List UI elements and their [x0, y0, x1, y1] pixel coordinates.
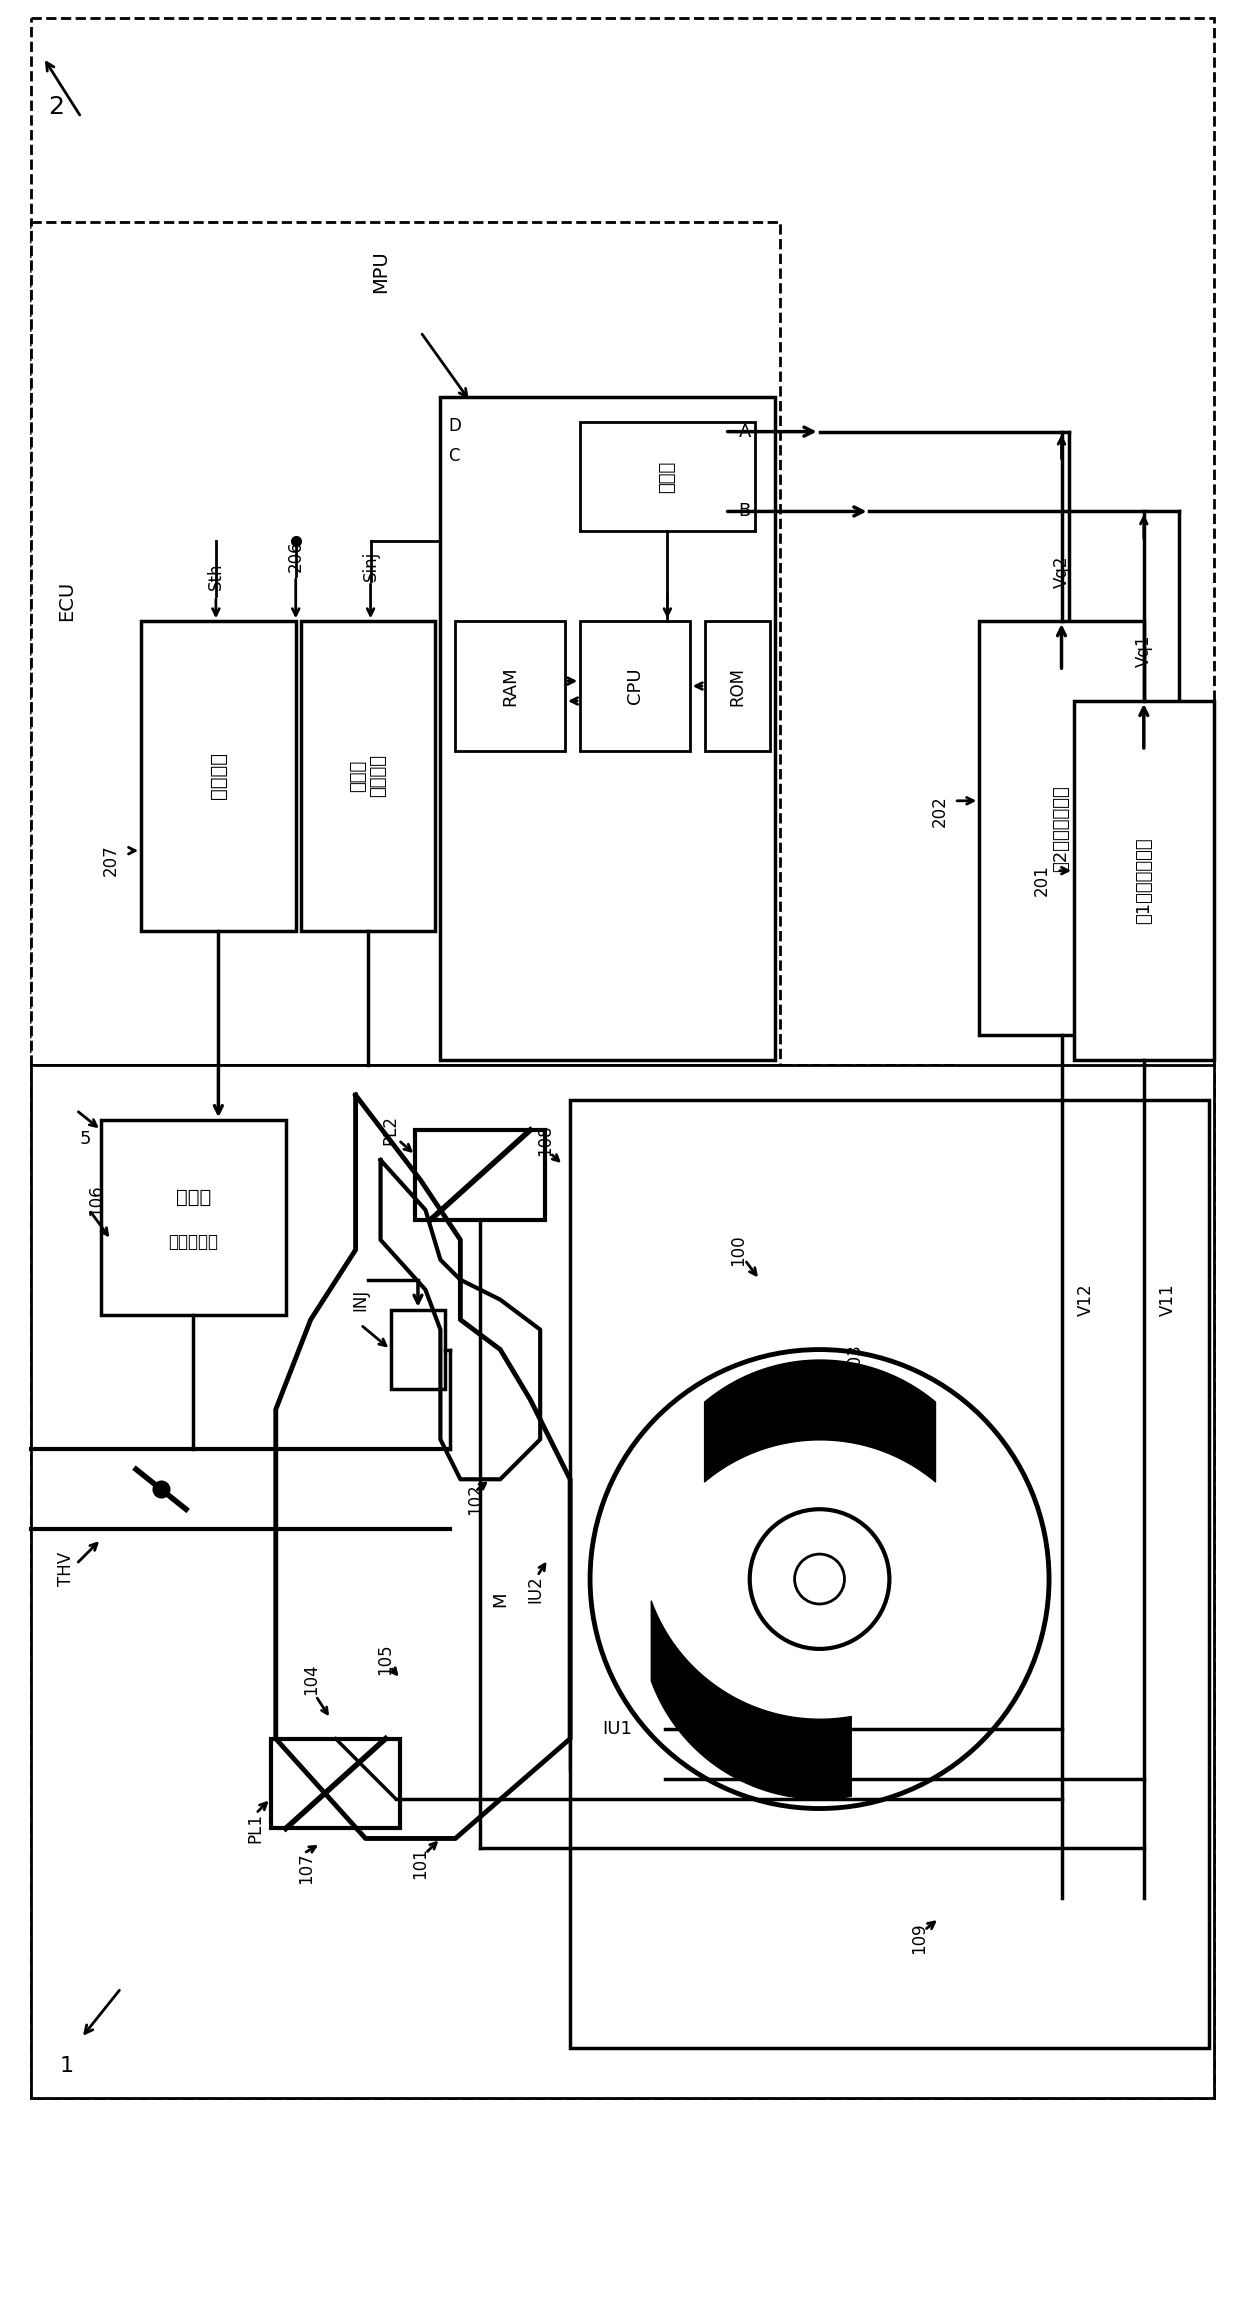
Text: 101: 101 [412, 1847, 429, 1879]
Bar [301, 620, 435, 930]
Circle shape [795, 1555, 844, 1604]
Bar [31, 1064, 1214, 2099]
Text: 104: 104 [301, 1664, 320, 1694]
Text: IU2: IU2 [526, 1576, 544, 1604]
Text: 1: 1 [60, 2055, 73, 2076]
Text: S: S [923, 1430, 936, 1449]
Text: C: C [449, 447, 460, 465]
Text: B: B [739, 502, 751, 521]
Text: 207: 207 [102, 845, 120, 877]
Text: RAM: RAM [501, 666, 520, 706]
Text: INJ: INJ [352, 1289, 370, 1310]
Bar [580, 421, 755, 532]
Text: 102: 102 [466, 1483, 485, 1516]
Text: N: N [751, 1395, 768, 1414]
Text: Sth: Sth [207, 562, 224, 590]
Text: A: A [739, 423, 751, 440]
Text: 100: 100 [729, 1233, 746, 1266]
Text: THV: THV [57, 1553, 76, 1585]
Text: 109: 109 [910, 1923, 929, 1953]
Text: S: S [663, 1668, 677, 1689]
Text: IU1: IU1 [603, 1719, 632, 1738]
Text: （操作器）: （操作器） [169, 1233, 218, 1252]
Text: MPU: MPU [371, 250, 391, 294]
Text: 驱动电路: 驱动电路 [208, 752, 228, 798]
Bar [980, 620, 1143, 1034]
Bar [440, 396, 775, 1060]
Text: Vq1: Vq1 [1135, 634, 1153, 666]
Bar [270, 1738, 401, 1828]
Text: M: M [491, 1592, 510, 1606]
Bar [141, 620, 295, 930]
Bar [580, 620, 689, 752]
Text: V11: V11 [1159, 1284, 1177, 1317]
Text: PL1: PL1 [247, 1814, 265, 1844]
Text: 106: 106 [87, 1185, 105, 1215]
Text: CPU: CPU [626, 669, 644, 703]
Text: 喷射器
驱动电路: 喷射器 驱动电路 [348, 754, 387, 798]
Text: 103: 103 [846, 1344, 863, 1375]
Text: 5: 5 [79, 1129, 92, 1148]
Text: 202: 202 [930, 796, 949, 826]
Text: D: D [449, 417, 461, 435]
Bar [415, 1129, 546, 1219]
Text: 107: 107 [296, 1854, 315, 1884]
Bar [570, 1689, 665, 1768]
Bar [570, 1099, 1209, 2048]
Text: Sinj: Sinj [362, 551, 379, 581]
Bar [31, 222, 780, 1064]
Text: 2: 2 [48, 95, 64, 120]
Bar [704, 620, 770, 752]
Text: 108: 108 [536, 1125, 554, 1157]
Text: 致动器: 致动器 [176, 1187, 211, 1208]
Text: 206: 206 [286, 541, 305, 572]
Text: 201: 201 [1033, 865, 1052, 896]
Text: 第1波形整形电路: 第1波形整形电路 [1135, 838, 1153, 923]
Text: 计时器: 计时器 [658, 460, 676, 493]
Bar [455, 620, 565, 752]
Bar [391, 1310, 445, 1388]
Text: ROM: ROM [728, 666, 746, 706]
Text: PL2: PL2 [382, 1115, 399, 1145]
Text: ECU: ECU [57, 581, 76, 622]
Bar [102, 1120, 285, 1314]
Text: Vq2: Vq2 [1053, 555, 1070, 588]
Text: 105: 105 [377, 1643, 394, 1675]
Text: V12: V12 [1076, 1284, 1095, 1317]
Text: 第2波形整形电路: 第2波形整形电路 [1053, 784, 1070, 872]
Bar [1074, 701, 1214, 1060]
